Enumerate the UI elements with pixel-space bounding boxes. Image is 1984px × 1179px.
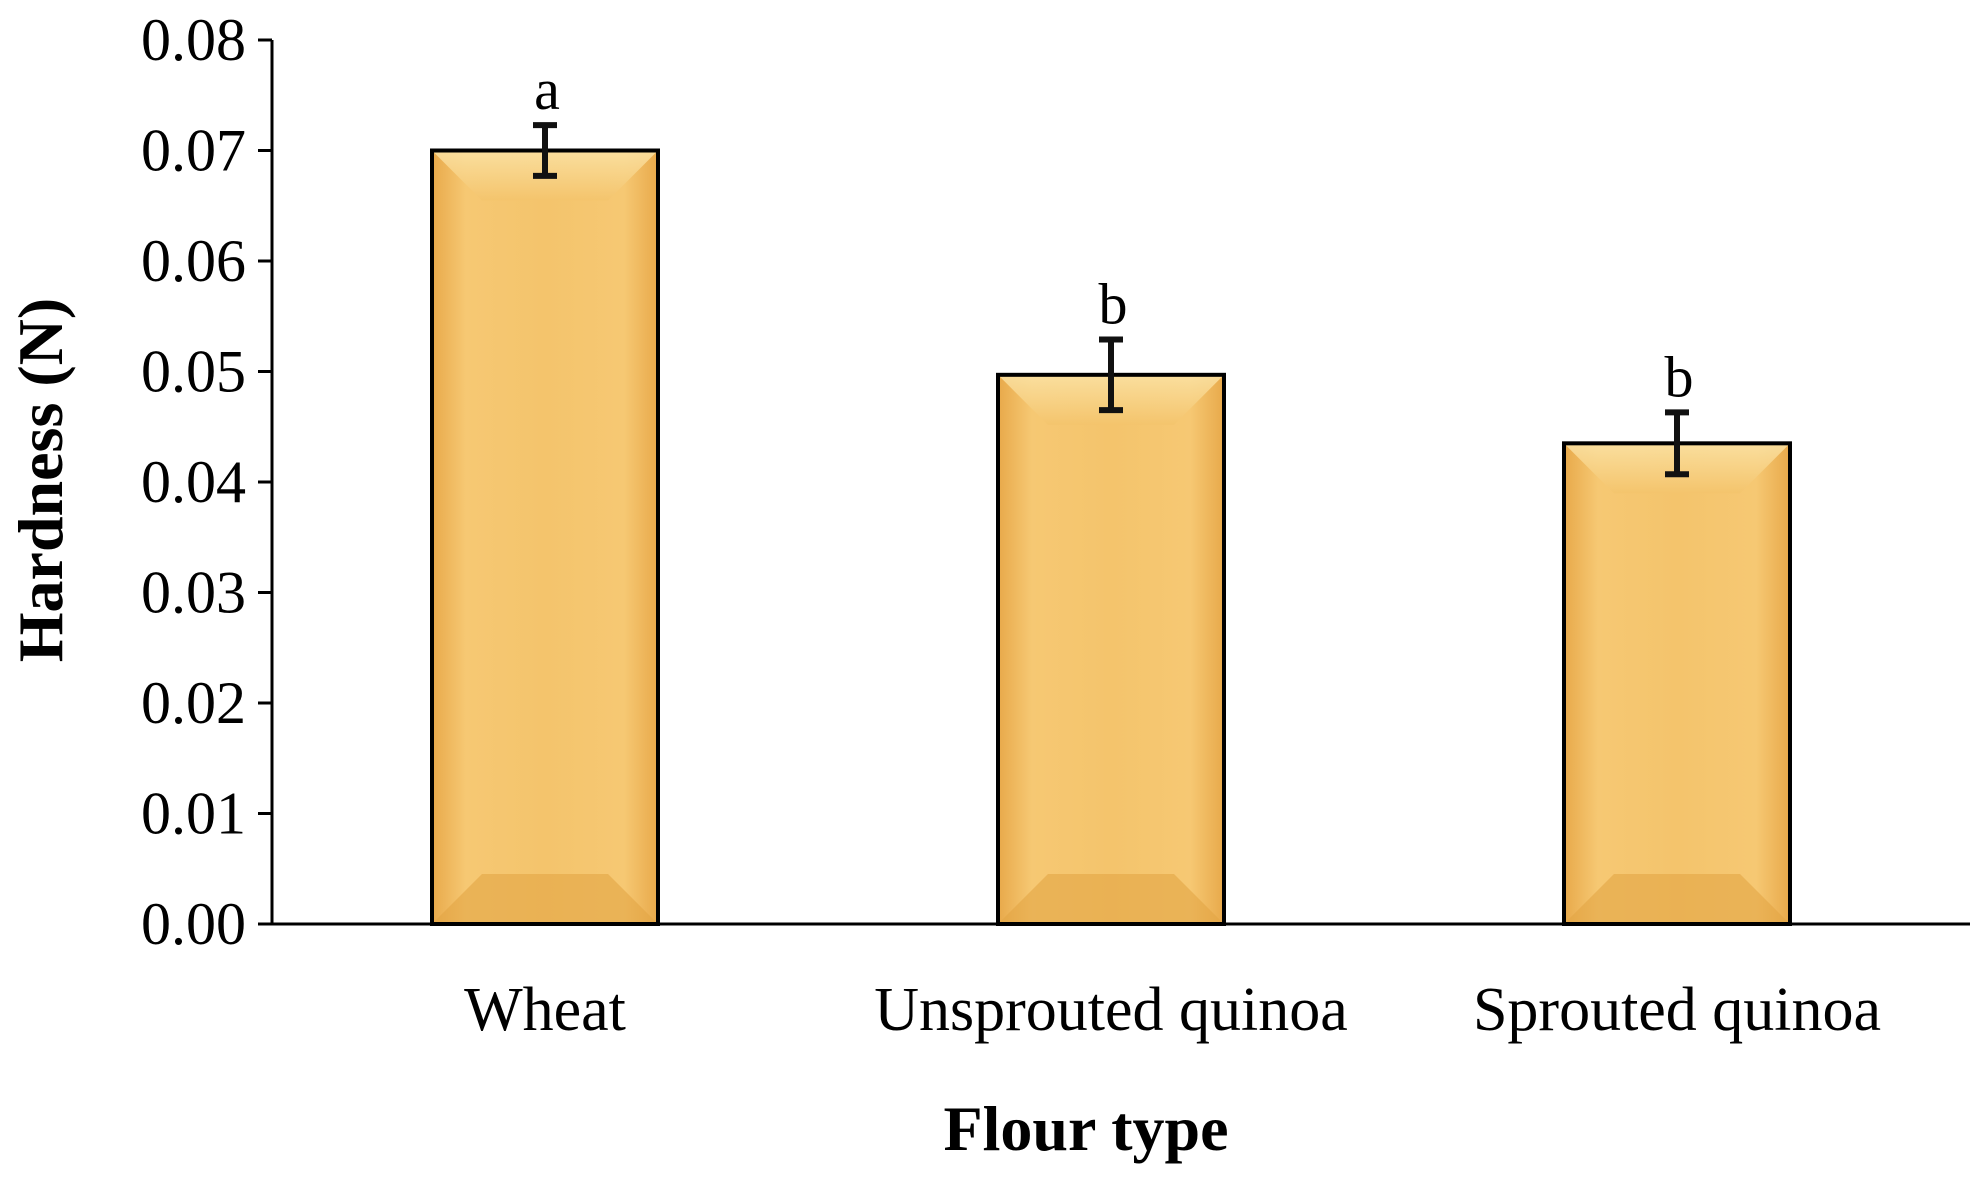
bar-body: [432, 150, 658, 924]
y-tick-label: 0.02: [141, 670, 246, 736]
significance-letter: a: [534, 57, 560, 122]
bars: [430, 148, 1792, 926]
bar-body: [1564, 443, 1790, 924]
error-bar: [1665, 409, 1689, 478]
significance-letter: b: [1099, 271, 1128, 336]
y-tick-label: 0.08: [141, 7, 246, 73]
x-category-label: Sprouted quinoa: [1473, 976, 1881, 1044]
y-axis-title: Hardness (N): [5, 298, 76, 662]
bar-bevel-bottom: [1564, 874, 1790, 924]
y-tick-label: 0.01: [141, 781, 246, 847]
y-tick-label: 0.07: [141, 118, 246, 184]
x-axis-labels: Wheat Unsprouted quinoa Sprouted quinoa: [464, 976, 1881, 1044]
bar-sprouted-quinoa: [1562, 441, 1792, 926]
error-bar: [1099, 336, 1123, 414]
bar-bevel-bottom: [432, 874, 658, 924]
bar-unsprouted-quinoa: [996, 372, 1226, 926]
x-category-label: Unsprouted quinoa: [874, 976, 1348, 1044]
y-tick-label: 0.00: [141, 891, 246, 957]
bar-body: [998, 374, 1224, 924]
y-tick-label: 0.03: [141, 560, 246, 626]
significance-labels: a b b: [534, 57, 1693, 409]
error-bars: [533, 122, 1689, 478]
y-tick-label: 0.06: [141, 228, 246, 294]
x-axis-title: Flour type: [943, 1093, 1228, 1164]
y-tick-label: 0.05: [141, 339, 246, 405]
bar-wheat: [430, 148, 660, 926]
significance-letter: b: [1665, 344, 1694, 409]
y-tick-label: 0.04: [141, 449, 246, 515]
error-bar: [533, 122, 557, 179]
x-category-label: Wheat: [464, 976, 626, 1044]
bar-bevel-bottom: [998, 874, 1224, 924]
y-axis-ticks: 0.00 0.01 0.02 0.03 0.04 0.05 0.06 0.07 0.08: [141, 7, 272, 957]
